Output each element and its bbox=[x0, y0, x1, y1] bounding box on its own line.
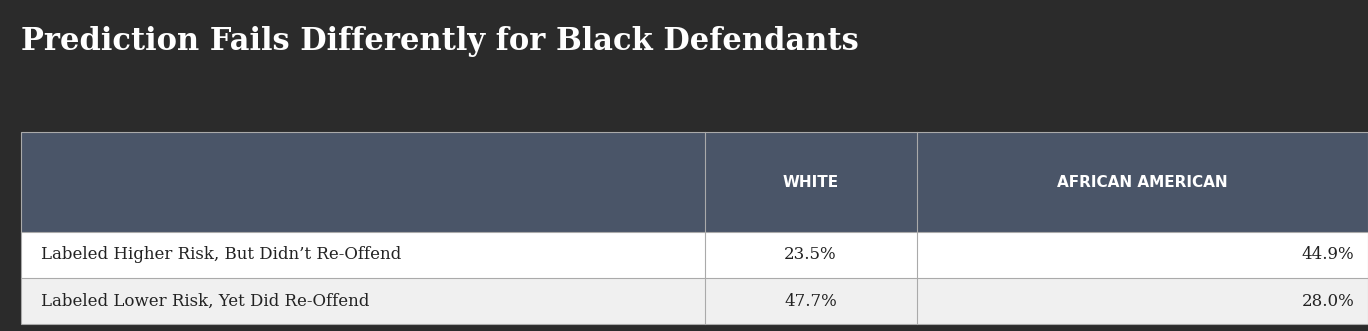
Text: Labeled Higher Risk, But Didn’t Re-Offend: Labeled Higher Risk, But Didn’t Re-Offen… bbox=[41, 246, 401, 263]
Text: 23.5%: 23.5% bbox=[784, 246, 837, 263]
Bar bbox=[21, 278, 1368, 324]
Text: Prediction Fails Differently for Black Defendants: Prediction Fails Differently for Black D… bbox=[21, 26, 858, 58]
Bar bbox=[21, 232, 1368, 278]
Text: Labeled Lower Risk, Yet Did Re-Offend: Labeled Lower Risk, Yet Did Re-Offend bbox=[41, 293, 369, 310]
Bar bbox=[21, 132, 1368, 324]
Text: 28.0%: 28.0% bbox=[1301, 293, 1354, 310]
Text: WHITE: WHITE bbox=[782, 174, 839, 190]
Bar bbox=[21, 132, 1368, 232]
Text: AFRICAN AMERICAN: AFRICAN AMERICAN bbox=[1057, 174, 1227, 190]
Text: 47.7%: 47.7% bbox=[784, 293, 837, 310]
Text: 44.9%: 44.9% bbox=[1302, 246, 1354, 263]
